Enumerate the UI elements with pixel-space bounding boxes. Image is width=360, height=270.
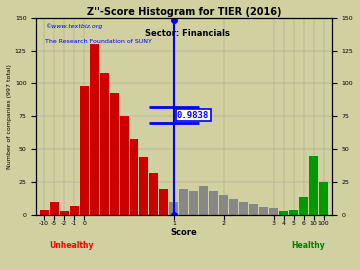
Bar [229,199,238,215]
Bar [69,206,78,215]
Text: Sector: Financials: Sector: Financials [145,29,230,38]
Bar [159,189,168,215]
Text: The Research Foundation of SUNY: The Research Foundation of SUNY [45,39,152,44]
Y-axis label: Number of companies (997 total): Number of companies (997 total) [7,64,12,169]
Bar [319,182,328,215]
Bar [170,202,179,215]
Bar [90,44,99,215]
Bar [50,202,59,215]
Bar [189,191,198,215]
Bar [60,211,69,215]
Bar [259,207,268,215]
Bar [120,116,129,215]
Bar [279,211,288,215]
Text: Unhealthy: Unhealthy [49,241,94,251]
Bar [199,186,208,215]
Bar [269,208,278,215]
Bar [289,210,298,215]
Bar [40,210,49,215]
Text: Healthy: Healthy [291,241,325,251]
Bar [249,204,258,215]
Bar [130,139,139,215]
X-axis label: Score: Score [171,228,197,237]
Title: Z''-Score Histogram for TIER (2016): Z''-Score Histogram for TIER (2016) [87,7,281,17]
Bar [109,93,118,215]
Bar [149,173,158,215]
Bar [100,73,109,215]
Bar [179,189,188,215]
Bar [80,86,89,215]
Bar [309,156,318,215]
Bar [209,191,218,215]
Bar [139,157,148,215]
Bar [239,202,248,215]
Text: 0.9838: 0.9838 [177,110,209,120]
Bar [299,197,308,215]
Bar [219,195,228,215]
Text: ©www.textbiz.org: ©www.textbiz.org [45,24,103,29]
